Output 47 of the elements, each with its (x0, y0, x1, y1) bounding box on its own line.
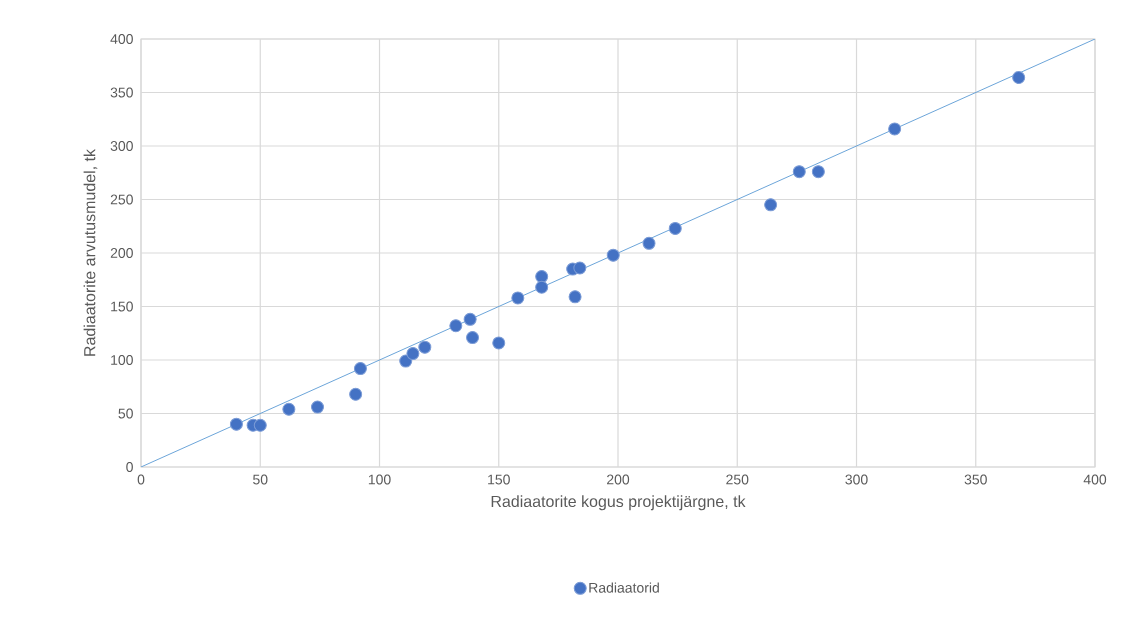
point (229, 417, 243, 431)
point (811, 165, 825, 179)
y-tick-label: 100 (111, 355, 133, 365)
x-axis-title: Radiaatorite kogus projektijärgne, tk (491, 495, 746, 511)
point (535, 280, 549, 294)
point (764, 198, 778, 212)
point (406, 347, 420, 361)
y-tick-label: 250 (110, 194, 133, 205)
point (1012, 71, 1026, 85)
y-axis-title: Radiaatorite arvutusmudel, tk (83, 148, 98, 356)
x-tick-label: 200 (607, 474, 630, 485)
x-tick-label: 0 (137, 474, 145, 485)
point (668, 221, 682, 235)
point (492, 336, 506, 350)
y-tick-label: 50 (118, 408, 133, 419)
point (466, 331, 480, 345)
x-tick-label: 50 (253, 474, 268, 485)
point (888, 122, 902, 136)
point (535, 270, 549, 284)
point (311, 400, 324, 414)
x-tick-label: 250 (726, 474, 749, 485)
x-tick-label: 300 (845, 474, 868, 485)
point (511, 291, 525, 305)
point (253, 418, 267, 432)
y-tick-label: 0 (126, 462, 133, 472)
point (399, 354, 413, 368)
x-tick-label: 100 (368, 474, 391, 485)
point (353, 362, 367, 376)
point (792, 165, 806, 179)
point (463, 312, 477, 326)
legend-label: Radiaatorid (589, 582, 659, 593)
y-tick-label: 150 (111, 301, 133, 312)
x-tick-label: 350 (964, 474, 987, 485)
y-tick-label: 350 (110, 87, 133, 98)
point (642, 236, 656, 250)
y-tick-label: 200 (110, 248, 133, 258)
point (418, 340, 432, 354)
point (449, 319, 463, 333)
y-tick-label: 300 (110, 141, 133, 151)
point (568, 290, 582, 304)
point (349, 387, 363, 401)
x-tick-label: 400 (1083, 474, 1107, 485)
x-tick-label: 150 (488, 474, 510, 485)
point (573, 261, 587, 275)
point (282, 402, 296, 416)
point (606, 248, 620, 262)
y-tick-label: 400 (110, 34, 133, 44)
